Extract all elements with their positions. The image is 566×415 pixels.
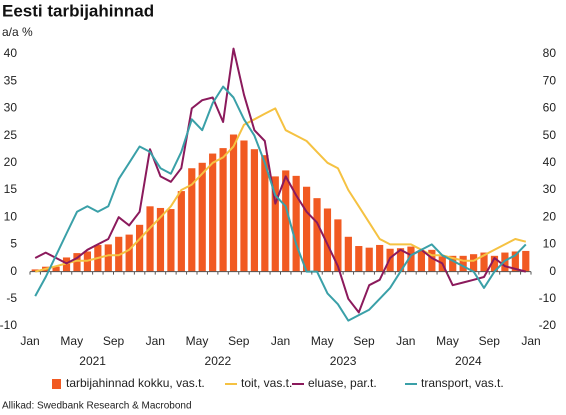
bar xyxy=(219,148,227,272)
y-tick-label: -10 xyxy=(0,318,17,332)
bar xyxy=(490,255,499,272)
y2-tick-label: -10 xyxy=(539,291,557,305)
x-tick-label: Sep xyxy=(353,334,375,348)
y-tick-label: 5 xyxy=(10,237,17,251)
year-label: 2024 xyxy=(455,354,482,368)
bar xyxy=(365,247,373,272)
bar xyxy=(428,249,436,272)
y2-tick-label: -20 xyxy=(539,318,557,332)
y-tick-label: 35 xyxy=(4,73,18,87)
x-tick-label: Sep xyxy=(228,334,250,348)
y2-tick-label: 20 xyxy=(543,209,557,223)
bar xyxy=(73,253,81,272)
legend-label: transport, vas.t. xyxy=(421,376,504,390)
legend-marker xyxy=(52,379,61,389)
line xyxy=(34,47,527,314)
x-tick-label: May xyxy=(60,334,83,348)
y2-tick-label: 60 xyxy=(543,101,557,115)
bar xyxy=(240,140,248,272)
bar xyxy=(376,244,384,272)
bar xyxy=(31,269,39,272)
x-tick-label: May xyxy=(436,334,459,348)
bar xyxy=(167,209,175,272)
y2-tick-label: 30 xyxy=(543,182,557,196)
chart-title: Eesti tarbijahinnad xyxy=(2,1,154,20)
bar xyxy=(198,162,206,272)
y2-tick-label: 10 xyxy=(543,237,557,251)
bar xyxy=(104,244,112,272)
bar xyxy=(417,250,426,272)
bar xyxy=(459,255,467,272)
source: Allikad: Swedbank Research & Macrobond xyxy=(2,401,192,412)
bar xyxy=(250,149,259,272)
bar xyxy=(469,254,478,272)
y-tick-label: 20 xyxy=(4,155,18,169)
bar xyxy=(209,153,217,272)
bar xyxy=(344,236,352,272)
bar xyxy=(261,155,269,272)
bar xyxy=(396,248,405,272)
y2-tick-label: 50 xyxy=(543,128,557,142)
y2-tick-label: 80 xyxy=(543,46,557,60)
x-tick-label: May xyxy=(311,334,334,348)
bar xyxy=(313,198,321,272)
x-tick-label: Jan xyxy=(396,334,415,348)
bar xyxy=(177,191,185,272)
x-tick-label: Jan xyxy=(271,334,290,348)
y-tick-label: -5 xyxy=(6,291,17,305)
bar xyxy=(135,224,144,272)
y-tick-label: 15 xyxy=(4,182,18,196)
legend-label: eluase, par.t. xyxy=(308,376,377,390)
line xyxy=(34,85,527,322)
y-tick-label: 40 xyxy=(4,46,18,60)
bar xyxy=(449,255,457,272)
bar xyxy=(188,168,196,272)
bar xyxy=(355,246,363,272)
x-tick-label: Jan xyxy=(521,334,540,348)
chart-subtitle: a/a % xyxy=(2,25,33,39)
year-label: 2022 xyxy=(205,354,232,368)
x-tick-label: Sep xyxy=(103,334,125,348)
bar xyxy=(52,266,60,272)
bar xyxy=(407,246,415,272)
bar xyxy=(511,251,519,272)
y-tick-label: 10 xyxy=(4,209,18,223)
x-tick-label: May xyxy=(186,334,209,348)
y-tick-label: 30 xyxy=(4,101,18,115)
legend-label: toit, vas.t. xyxy=(241,376,292,390)
year-label: 2023 xyxy=(330,354,357,368)
x-tick-label: Jan xyxy=(146,334,165,348)
y2-tick-label: 70 xyxy=(543,73,557,87)
bar xyxy=(334,219,342,272)
bar xyxy=(323,208,332,272)
y-tick-label: 0 xyxy=(10,264,17,278)
bar xyxy=(522,250,530,272)
bar xyxy=(125,234,133,272)
x-tick-label: Sep xyxy=(479,334,501,348)
bar xyxy=(282,170,290,272)
bar xyxy=(156,207,165,272)
y2-tick-label: 40 xyxy=(543,155,557,169)
legend-label: tarbijahinnad kokku, vas.t. xyxy=(66,376,205,390)
bar xyxy=(271,176,279,272)
bar xyxy=(292,175,300,272)
x-tick-label: Jan xyxy=(20,334,39,348)
y-tick-label: 25 xyxy=(4,128,18,142)
bar xyxy=(62,257,71,272)
bar xyxy=(229,134,238,272)
year-label: 2021 xyxy=(79,354,106,368)
bar xyxy=(146,206,154,272)
bar xyxy=(302,186,311,272)
y2-tick-label: 0 xyxy=(549,264,556,278)
bar xyxy=(480,252,488,272)
